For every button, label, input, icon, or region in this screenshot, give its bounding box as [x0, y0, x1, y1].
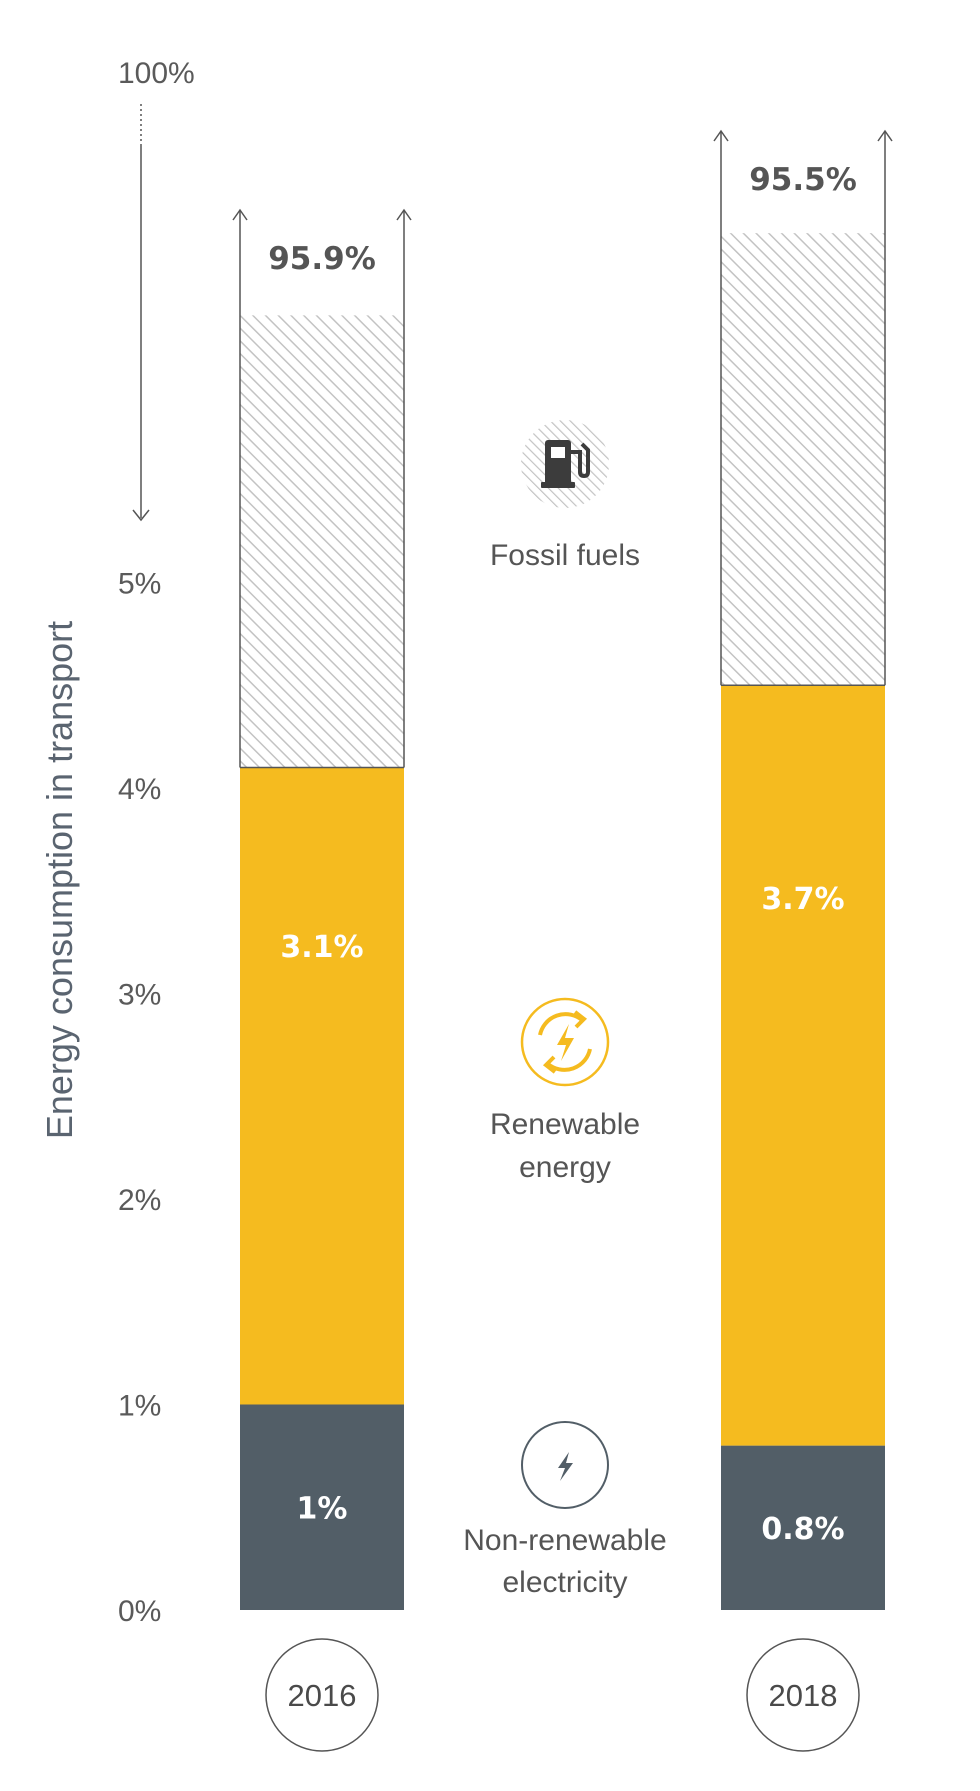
legend-fossil: Fossil fuels: [490, 420, 640, 572]
fossil-arrow-head-2016-0: [232, 208, 248, 221]
y-tick-label: 5%: [118, 568, 161, 601]
fuel-pump-icon: [541, 440, 590, 488]
label-fossil-2018: 95.5%: [749, 162, 857, 198]
legend-nonrenewable: Non-renewable electricity: [463, 1421, 667, 1599]
legend-nonrenewable-label-1: Non-renewable: [463, 1524, 666, 1557]
fossil-arrow-head-2016-1: [396, 208, 412, 221]
legend-renewable-label-2: energy: [519, 1151, 611, 1184]
label-nonrenewable-2018: 0.8%: [761, 1512, 844, 1547]
year-label-2018: 2018: [769, 1678, 838, 1713]
bars: [232, 129, 893, 1610]
label-renewable-2018: 3.7%: [761, 882, 844, 917]
bar-fossil-2018: [721, 233, 885, 686]
value-labels: 1% 3.1% 95.9% 0.8% 3.7% 95.5%: [268, 162, 857, 1547]
bar-nonrenewable-2018: [721, 1445, 885, 1610]
lightning-icon: [558, 1452, 573, 1481]
bar-renewable-2018: [721, 685, 885, 1446]
bar-renewable-2016: [240, 767, 404, 1405]
legend-renewable-label-1: Renewable: [490, 1108, 640, 1141]
year-circle-2018: [746, 1638, 860, 1752]
y-tick-label: 2%: [118, 1184, 161, 1217]
y-tick-label: 0%: [118, 1595, 161, 1628]
legend-nonrenewable-label-2: electricity: [502, 1566, 627, 1599]
y-tick-label: 1%: [118, 1390, 161, 1423]
legend-fossil-label: Fossil fuels: [490, 539, 640, 572]
label-fossil-2016: 95.9%: [268, 241, 376, 277]
y-axis-label: Energy consumption in transport: [39, 621, 80, 1139]
y-top-label: 100%: [118, 57, 195, 90]
bar-fossil-2016: [240, 315, 404, 768]
label-nonrenewable-2016: 1%: [297, 1491, 348, 1526]
y-tick-label: 3%: [118, 979, 161, 1012]
bar-nonrenewable-2016: [240, 1404, 404, 1610]
y-ticks: 0% 1% 2% 3% 4% 5%: [118, 568, 161, 1629]
year-circle-2016: [265, 1638, 379, 1752]
renewable-cycle-icon: [538, 1010, 592, 1074]
y-tick-label: 4%: [118, 773, 161, 806]
fossil-arrow-head-2018-1: [877, 129, 893, 142]
axis-break-arrow-icon: [132, 509, 150, 522]
label-renewable-2016: 3.1%: [280, 930, 363, 965]
year-label-2016: 2016: [288, 1678, 357, 1713]
x-categories: 2016 2018: [265, 1638, 860, 1752]
fossil-arrow-head-2018-0: [713, 129, 729, 142]
legend-renewable: Renewable energy: [490, 997, 640, 1184]
